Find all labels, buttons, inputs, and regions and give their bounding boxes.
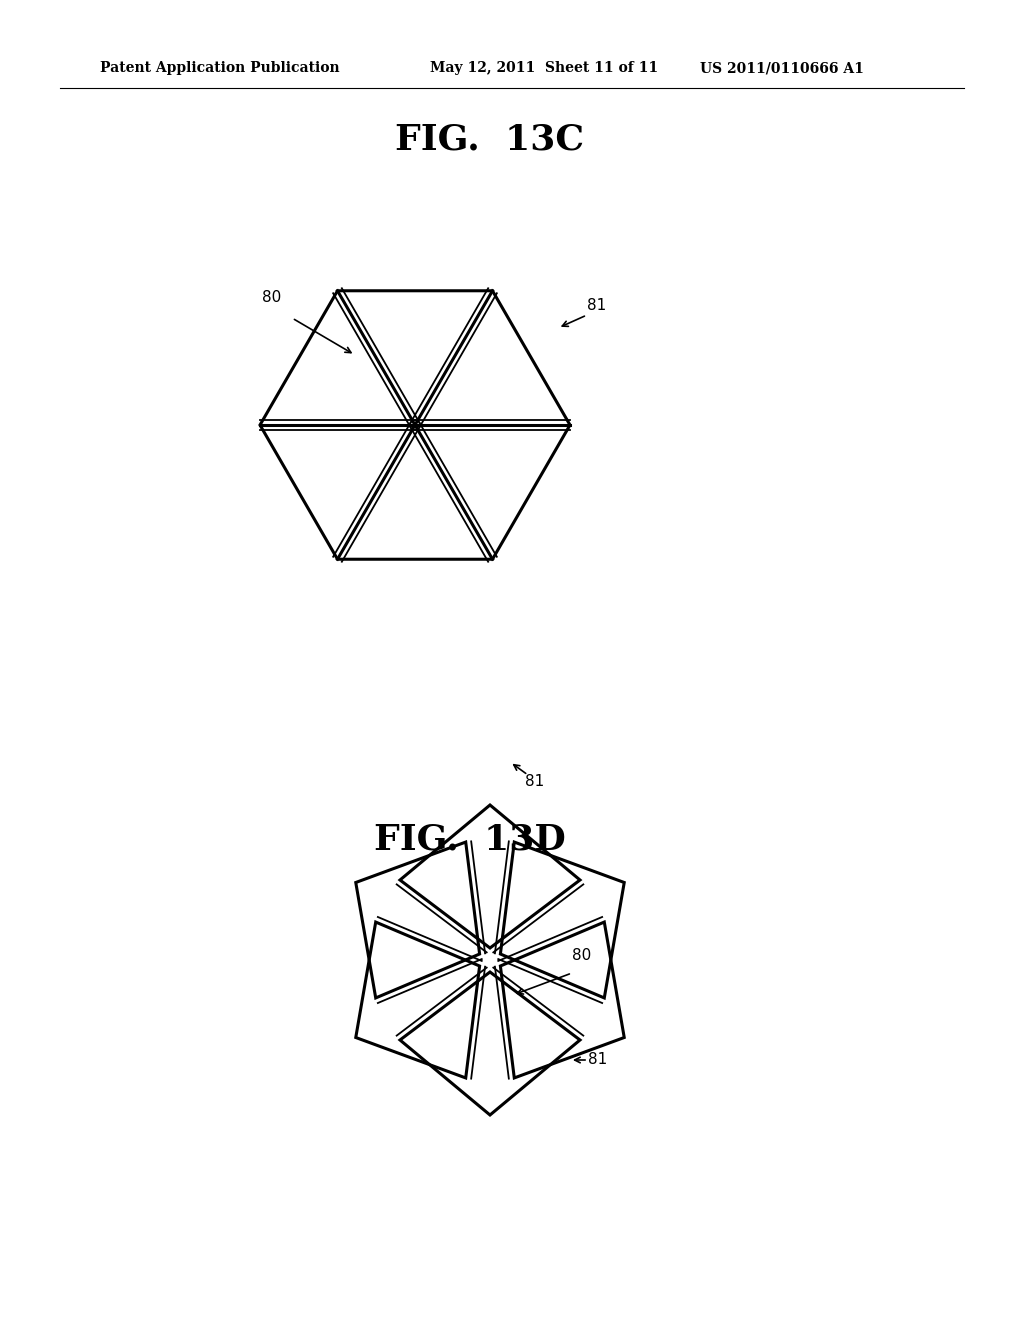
Text: US 2011/0110666 A1: US 2011/0110666 A1 <box>700 61 864 75</box>
Text: FIG.  13D: FIG. 13D <box>374 822 566 857</box>
Text: 81: 81 <box>525 775 544 789</box>
Text: 81: 81 <box>588 1052 607 1068</box>
Text: FIG.  13C: FIG. 13C <box>395 123 585 157</box>
Text: May 12, 2011  Sheet 11 of 11: May 12, 2011 Sheet 11 of 11 <box>430 61 658 75</box>
Text: 80: 80 <box>572 948 591 962</box>
Text: Patent Application Publication: Patent Application Publication <box>100 61 340 75</box>
Text: 80: 80 <box>262 290 282 305</box>
Text: 81: 81 <box>587 297 606 313</box>
